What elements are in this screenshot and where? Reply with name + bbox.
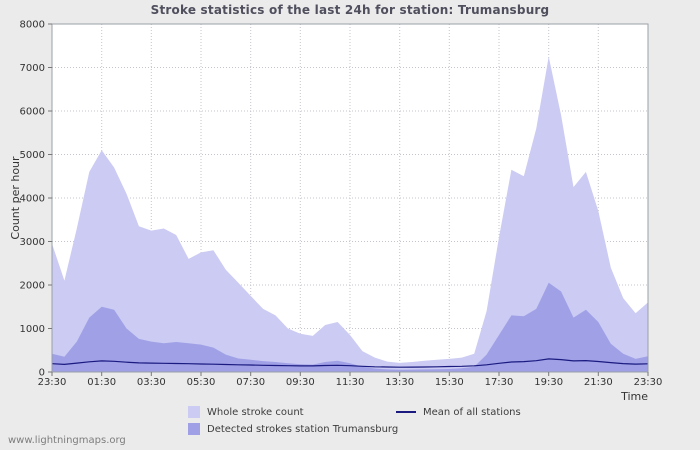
svg-text:07:30: 07:30 [236,377,265,388]
svg-text:01:30: 01:30 [87,377,116,388]
svg-text:4000: 4000 [20,194,45,205]
svg-text:15:30: 15:30 [435,377,464,388]
svg-text:7000: 7000 [20,63,45,74]
svg-text:19:30: 19:30 [534,377,563,388]
line-series-2 [51,358,649,368]
x-axis-label: Time [621,390,648,403]
legend-label-whole: Whole stroke count [207,406,304,418]
svg-text:8000: 8000 [20,20,45,31]
legend-swatch-mean [396,411,416,413]
chart-plot: 0 1000 2000 3000 4000 5000 6000 7000 8000 23:30 01… [20,20,663,389]
area-series-1 [52,282,648,372]
svg-text:11:30: 11:30 [336,377,365,388]
svg-text:23:30: 23:30 [38,377,67,388]
chart-legend: Whole stroke count Mean of all stations … [0,404,700,438]
legend-label-detected: Detected strokes station Trumansburg [207,423,399,435]
svg-text:03:30: 03:30 [137,377,166,388]
legend-swatch-whole [188,406,200,418]
legend-item-whole-stroke-count: Whole stroke count [188,405,304,419]
area-series-0 [52,56,648,372]
svg-text:23:30: 23:30 [634,377,663,388]
svg-text:6000: 6000 [20,107,45,118]
svg-text:09:30: 09:30 [286,377,315,388]
svg-text:2000: 2000 [20,281,45,292]
chart-title: Stroke statistics of the last 24h for st… [150,3,550,17]
svg-text:05:30: 05:30 [187,377,216,388]
svg-text:17:30: 17:30 [485,377,514,388]
x-axis-ticks: 23:30 01:30 03:30 05:30 07:30 09:30 11:30 13:30… [38,372,663,388]
svg-text:0: 0 [39,368,45,379]
legend-item-detected-strokes: Detected strokes station Trumansburg [188,422,398,436]
legend-item-mean-of-all-stations: Mean of all stations [396,405,521,419]
legend-swatch-detected [188,423,200,435]
y-axis-ticks: 0 1000 2000 3000 4000 5000 6000 7000 8000 [20,20,52,379]
svg-text:1000: 1000 [20,324,45,335]
svg-text:13:30: 13:30 [385,377,414,388]
watermark-link[interactable]: www.lightningmaps.org [8,435,126,446]
svg-text:21:30: 21:30 [584,377,613,388]
svg-text:3000: 3000 [20,237,45,248]
svg-text:5000: 5000 [20,150,45,161]
legend-label-mean: Mean of all stations [423,406,521,418]
